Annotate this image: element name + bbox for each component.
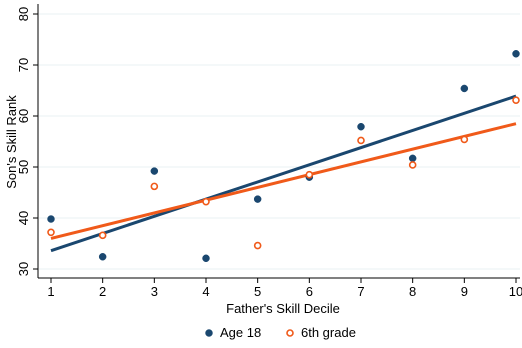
data-points <box>47 50 520 263</box>
series-1-point-9 <box>460 84 469 93</box>
series-1-point-5 <box>253 195 262 203</box>
series-1-point-3 <box>150 167 159 175</box>
x-tick-label-7: 7 <box>357 284 364 299</box>
y-tick-label-40: 40 <box>16 211 31 225</box>
series-2-point-10 <box>512 96 520 104</box>
series-2-point-6 <box>305 170 314 179</box>
x-tick-label-1: 1 <box>47 284 54 299</box>
series-2-point-5 <box>253 241 262 250</box>
legend-marker-1 <box>205 329 213 337</box>
fit-line-2 <box>50 122 517 240</box>
series-2-point-4 <box>202 197 210 206</box>
series-1-point-7 <box>357 122 365 131</box>
y-axis-title: Son's Skill Rank <box>4 95 19 189</box>
legend: Age 18 6th grade <box>205 325 356 340</box>
x-tick-label-4: 4 <box>202 284 209 299</box>
axes: 30 40 50 60 70 80 1 2 3 4 5 6 7 8 9 10 <box>16 4 522 299</box>
series-2-point-8 <box>408 161 417 169</box>
series-2-point-2 <box>98 231 107 240</box>
x-tick-label-5: 5 <box>254 284 261 299</box>
x-tick-label-2: 2 <box>99 284 106 299</box>
legend-label-2: 6th grade <box>301 325 356 340</box>
x-tick-label-9: 9 <box>461 284 468 299</box>
series-1-point-8 <box>408 154 417 163</box>
series-2-point-9 <box>460 135 469 144</box>
y-tick-label-60: 60 <box>16 109 31 123</box>
x-tick-label-3: 3 <box>151 284 158 299</box>
y-tick-label-70: 70 <box>16 58 31 72</box>
y-tick-label-80: 80 <box>16 7 31 21</box>
series-1-point-1 <box>47 215 55 223</box>
y-tick-label-50: 50 <box>16 160 31 174</box>
series-2-point-7 <box>357 136 365 145</box>
series-1-point-2 <box>98 253 107 261</box>
fit-lines <box>50 94 517 253</box>
x-tick-label-10: 10 <box>509 284 522 299</box>
legend-label-1: Age 18 <box>220 325 261 340</box>
y-tick-label-30: 30 <box>16 262 31 276</box>
fit-line-1 <box>50 94 517 253</box>
legend-marker-2 <box>286 329 294 337</box>
series-2-point-1 <box>47 228 55 237</box>
x-tick-label-8: 8 <box>409 284 416 299</box>
gridlines <box>39 13 520 270</box>
x-tick-label-6: 6 <box>306 284 313 299</box>
series-2-point-3 <box>150 182 159 191</box>
series-1-point-10 <box>512 50 520 58</box>
series-1-point-4 <box>202 254 210 263</box>
x-axis-title: Father's Skill Decile <box>226 301 340 316</box>
